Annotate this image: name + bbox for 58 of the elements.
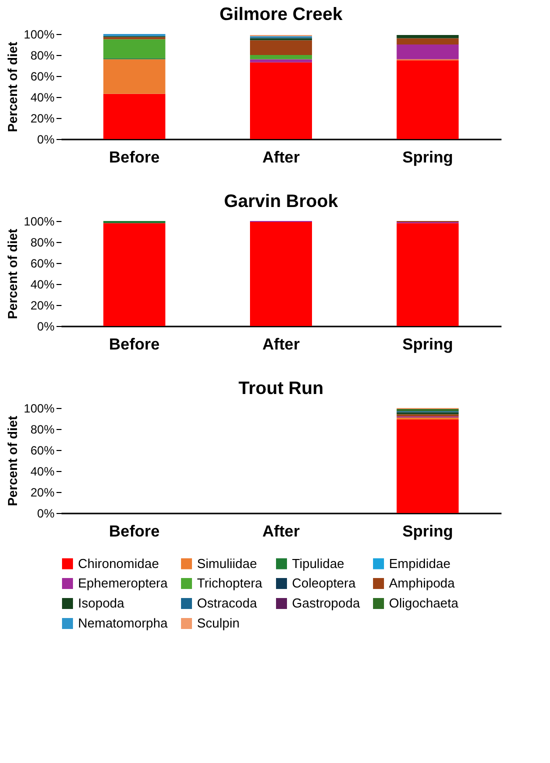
x-tick-label: After (262, 336, 300, 354)
y-axis-title: Percent of diet (4, 228, 20, 320)
x-tick-label: Before (108, 524, 160, 540)
legend-label: Sculpin (197, 616, 240, 630)
x-tick-label: Spring (402, 524, 454, 540)
bar (103, 39, 166, 58)
y-axis-title: Percent of diet (4, 415, 20, 506)
bar (396, 44, 459, 60)
legend-label: Chironomidae (78, 556, 159, 571)
x-tick-label: Before (108, 336, 160, 354)
bar (250, 62, 312, 139)
chart-title: Gilmore Creek (219, 4, 344, 24)
y-tick-label: 40% (30, 278, 55, 292)
bar (396, 35, 459, 38)
bar (250, 55, 312, 60)
legend-label: Ephemeroptera (78, 576, 168, 590)
legend-label: Oligochaeta (389, 596, 460, 610)
legend-label: Amphipoda (389, 576, 456, 590)
y-tick-label: 100% (24, 214, 55, 228)
y-tick-label: 80% (30, 422, 55, 436)
legend-label: Empididae (389, 556, 450, 571)
x-tick-label: After (262, 524, 300, 540)
legend-label: Trichoptera (197, 576, 264, 590)
x-tick-label: Spring (402, 336, 454, 354)
y-tick-label: 100% (24, 28, 55, 42)
y-tick-label: 80% (30, 48, 55, 62)
legend-label: Gastropoda (292, 596, 361, 610)
bar (103, 59, 166, 94)
legend-label: Isopoda (78, 596, 126, 610)
y-tick-label: 0% (37, 132, 55, 146)
y-tick-label: 80% (30, 236, 55, 250)
y-tick-label: 100% (24, 402, 55, 416)
y-axis-title: Percent of diet (4, 41, 20, 132)
chart-title: Trout Run (238, 378, 324, 398)
y-tick-label: 60% (30, 256, 55, 270)
y-tick-label: 20% (30, 298, 55, 312)
y-tick-label: 0% (37, 320, 55, 334)
legend-label: Nematomorpha (78, 616, 168, 630)
legend-label: Simuliidae (197, 556, 257, 571)
x-tick-label: Before (108, 150, 160, 166)
x-tick-label: After (262, 150, 300, 166)
legend-label: Tipulidae (292, 556, 344, 571)
y-tick-label: 20% (30, 112, 55, 126)
legend-label: Coleoptera (292, 576, 356, 590)
bar (250, 40, 312, 55)
y-tick-label: 20% (30, 486, 55, 500)
bar (396, 60, 459, 139)
y-tick-label: 40% (30, 90, 55, 104)
y-tick-label: 60% (30, 70, 55, 84)
x-tick-label: Spring (402, 150, 454, 166)
y-tick-label: 40% (30, 464, 55, 478)
y-tick-label: 60% (30, 444, 55, 458)
bar (250, 59, 312, 62)
y-tick-label: 0% (37, 506, 55, 520)
chart-title: Garvin Brook (224, 191, 340, 211)
bar (103, 94, 166, 139)
legend-label: Ostracoda (197, 596, 258, 610)
bar (396, 38, 459, 44)
